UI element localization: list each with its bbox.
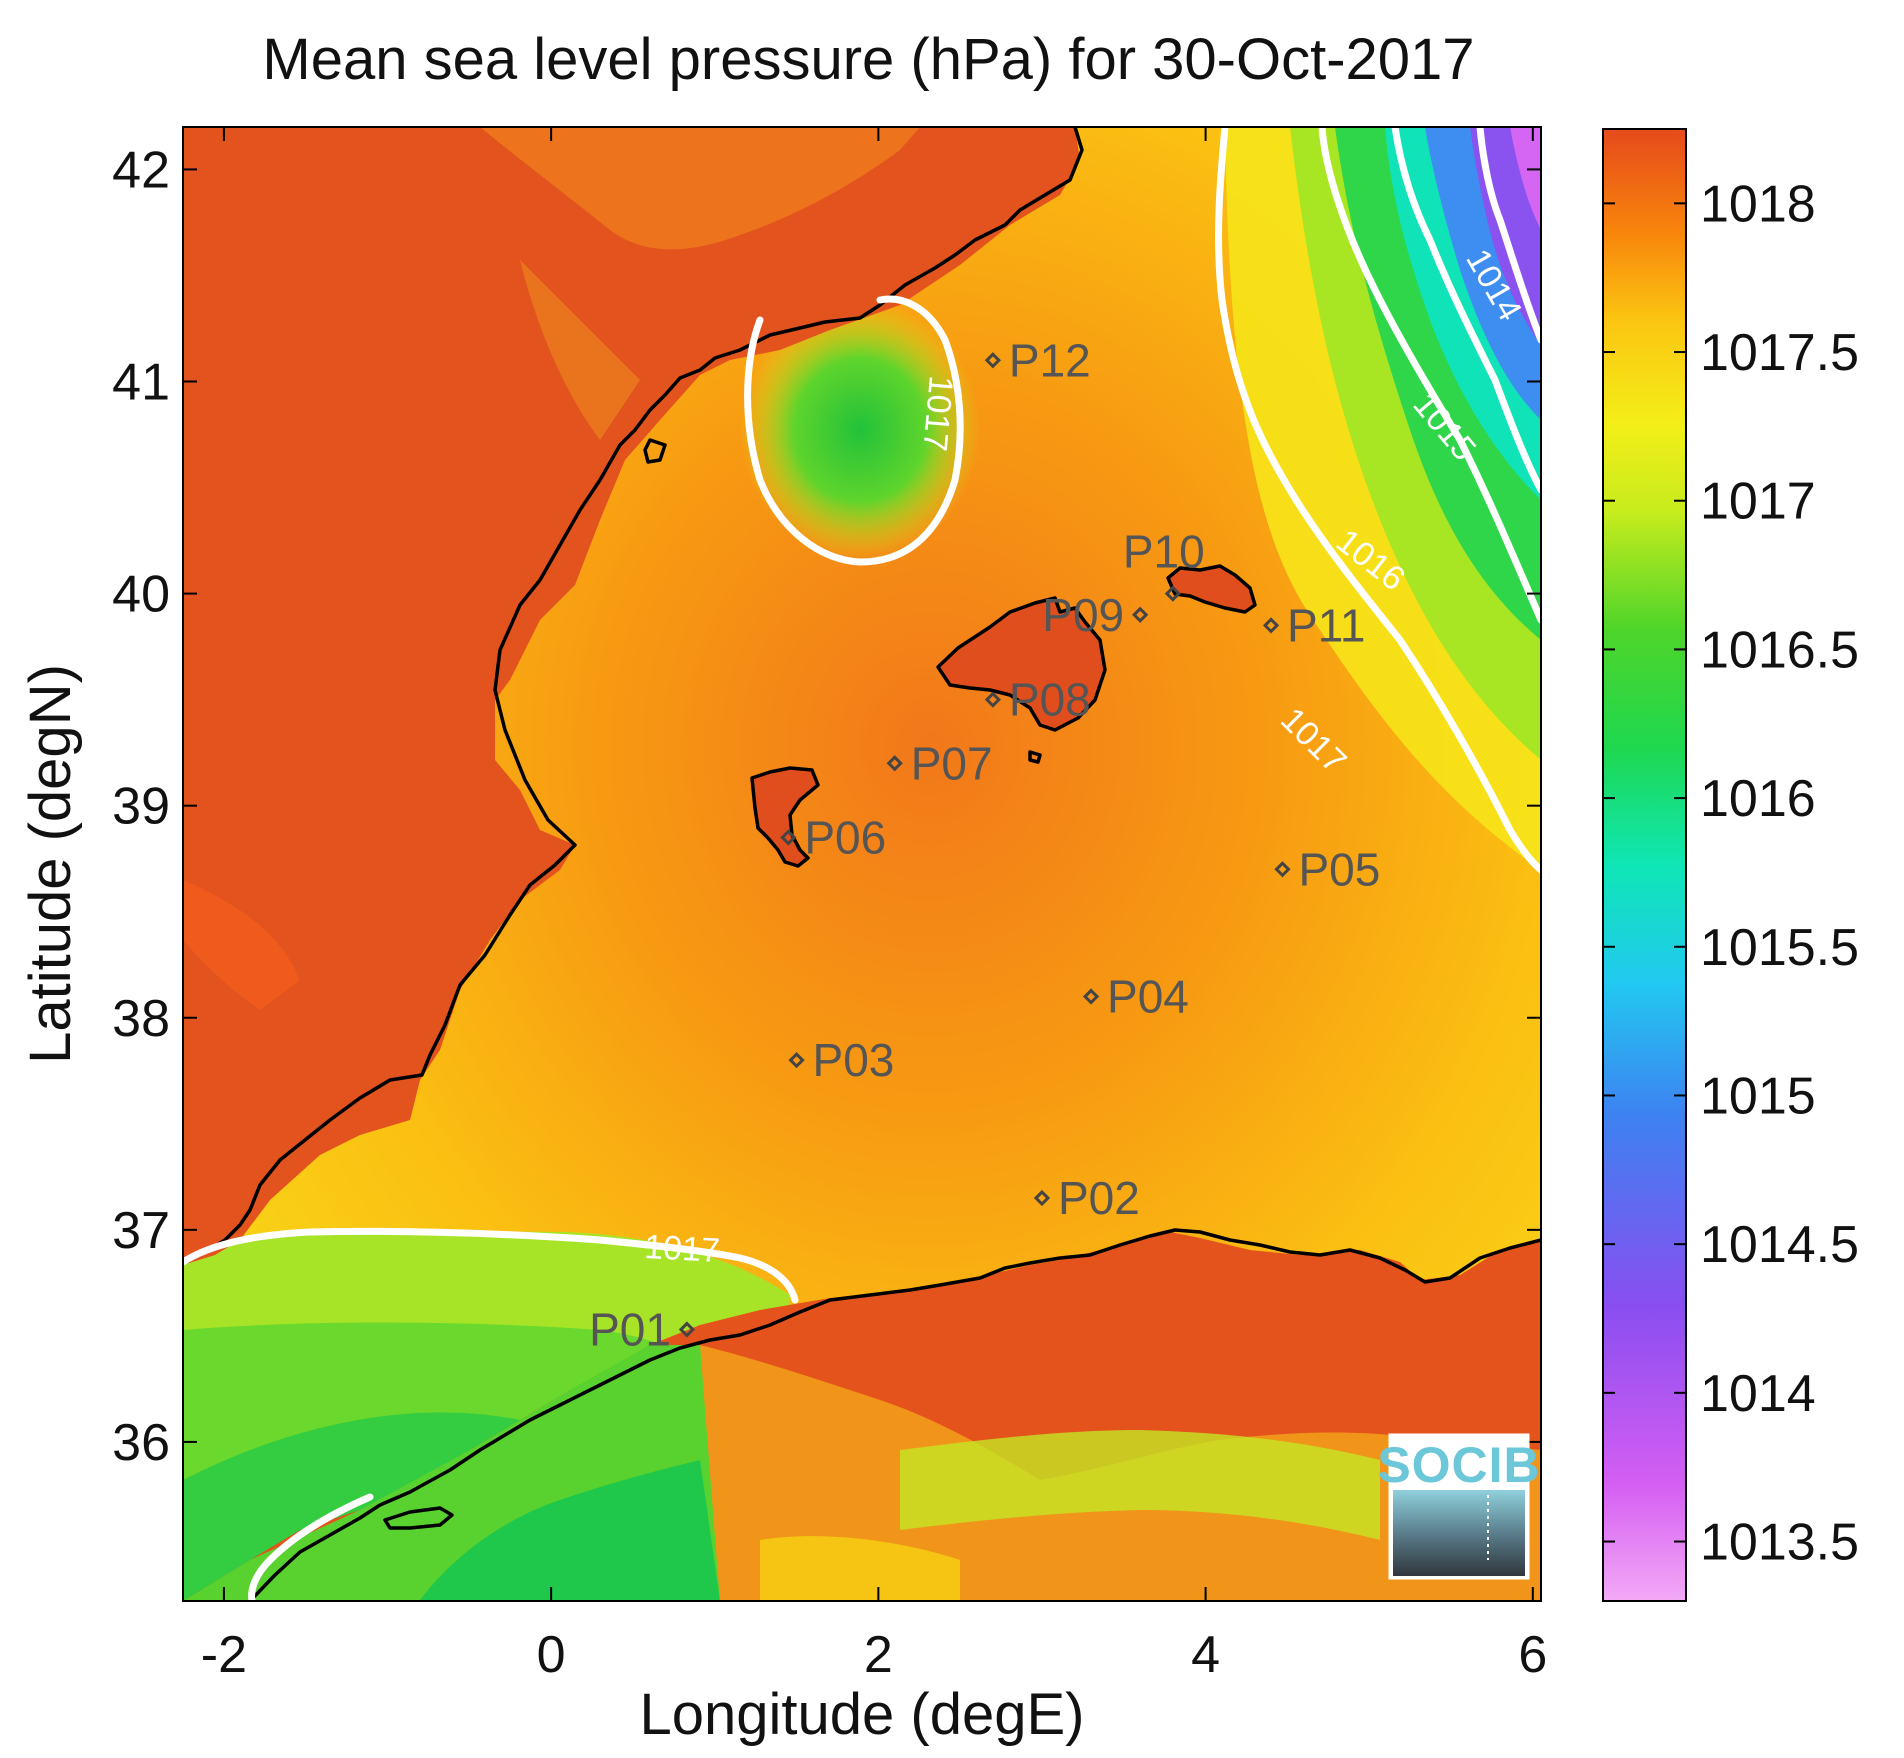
- colorbar: 1013.5 1014 1014.5 1015 1015.5 1016 1016.5 1017…: [1602, 128, 1859, 1602]
- colorbar-tick-label: 1016: [1700, 770, 1816, 828]
- y-tick-label: 39: [112, 778, 170, 836]
- y-tick-label: 38: [112, 990, 170, 1048]
- y-axis-label: Latitude (degN): [18, 664, 83, 1064]
- pressure-field: [183, 127, 1541, 1601]
- x-tick-label: -2: [201, 1626, 247, 1684]
- y-tick-label: 40: [112, 566, 170, 624]
- contour-label: 1017: [643, 1228, 721, 1270]
- station-label: P01: [589, 1304, 671, 1356]
- logo-text: SOCIB: [1377, 1437, 1540, 1493]
- station-label: P02: [1058, 1172, 1140, 1224]
- colorbar-tick-label: 1017: [1700, 473, 1816, 531]
- station-label: P12: [1009, 334, 1091, 386]
- station-label: P03: [813, 1034, 895, 1086]
- y-tick-label: 42: [112, 141, 170, 199]
- station-marker[interactable]: [1082, 988, 1100, 1005]
- station-label: P08: [1009, 674, 1091, 726]
- colorbar-tick-label: 1015: [1700, 1067, 1816, 1125]
- station-marker[interactable]: [984, 691, 1002, 708]
- colorbar-tick-label: 1014: [1700, 1365, 1816, 1423]
- map-title: Mean sea level pressure (hPa) for 30-Oct…: [262, 27, 1475, 92]
- station-label: P06: [804, 811, 886, 863]
- station-label: P10: [1123, 526, 1205, 578]
- station-marker[interactable]: [984, 352, 1002, 369]
- socib-logo: SOCIB: [1377, 1433, 1540, 1580]
- y-tick-label: 37: [112, 1202, 170, 1260]
- x-tick-label: 4: [1191, 1626, 1220, 1684]
- x-tick-label: 2: [864, 1626, 893, 1684]
- y-tick-label: 41: [112, 354, 170, 412]
- station-marker[interactable]: [1274, 861, 1291, 878]
- x-tick-label: 6: [1518, 1626, 1547, 1684]
- colorbar-tick-label: 1017.5: [1700, 324, 1859, 382]
- colorbar-tick-label: 1013.5: [1700, 1514, 1859, 1572]
- x-axis-label: Longitude (degE): [640, 1682, 1085, 1747]
- station-marker[interactable]: [1132, 606, 1149, 623]
- colorbar-tick-label: 1014.5: [1700, 1216, 1859, 1274]
- station-marker[interactable]: [788, 1052, 805, 1069]
- plot-frame: [182, 126, 1542, 1602]
- station-marker[interactable]: [1164, 585, 1181, 602]
- station-label: P11: [1287, 599, 1365, 651]
- y-tick-label: 36: [112, 1414, 170, 1472]
- station-marker[interactable]: [1033, 1189, 1051, 1207]
- station-label: P05: [1298, 843, 1380, 895]
- station-marker[interactable]: [780, 829, 797, 846]
- colorbar-ticks: 1013.5 1014 1014.5 1015 1015.5 1016 1016.5 1017…: [1603, 175, 1859, 1572]
- station-label: P07: [911, 737, 993, 789]
- contour-label: 1017: [915, 374, 959, 453]
- station-label: P09: [1042, 589, 1124, 641]
- station-markers: P01 P02 P03 P04 P05 P06 P07 P08 P09 P10 P11 P12: [589, 334, 1380, 1355]
- station-label: P04: [1107, 971, 1189, 1023]
- station-marker[interactable]: [678, 1321, 696, 1338]
- x-tick-label: 0: [537, 1626, 566, 1684]
- y-axis-ticks: 36 37 38 39 40 41 42: [112, 141, 1541, 1472]
- colorbar-tick-label: 1015.5: [1700, 919, 1859, 977]
- colorbar-tick-label: 1016.5: [1700, 621, 1859, 679]
- station-marker[interactable]: [1262, 617, 1280, 634]
- colorbar-tick-label: 1018: [1700, 175, 1816, 233]
- x-axis-ticks: -2 0 2 4 6: [201, 127, 1547, 1684]
- station-marker[interactable]: [886, 755, 903, 772]
